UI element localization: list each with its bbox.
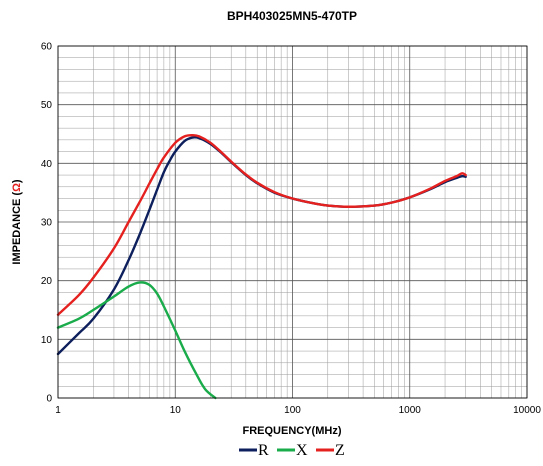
series-line-x — [56, 281, 217, 400]
y-tick-label: 30 — [41, 218, 53, 229]
x-tick-label: 10000 — [513, 405, 541, 416]
y-tick-label: 0 — [46, 394, 52, 405]
x-tick-labels: 1 10 100 1000 10000 — [55, 405, 541, 416]
legend-label-z: Z — [335, 442, 345, 459]
x-axis-label: FREQUENCY(MHz) — [243, 425, 342, 437]
y-tick-label: 40 — [41, 159, 53, 170]
series-layer — [56, 133, 467, 400]
y-tick-label: 20 — [41, 276, 53, 287]
chart-title: BPH403025MN5-470TP — [227, 9, 357, 23]
legend-label-x: X — [296, 442, 308, 459]
y-axis-label-unit: Ω — [11, 183, 23, 192]
y-tick-label: 50 — [41, 100, 53, 111]
y-tick-label: 10 — [41, 335, 53, 346]
x-tick-label: 1000 — [399, 405, 422, 416]
y-axis-label-end: ) — [11, 179, 23, 183]
x-tick-label: 1 — [55, 405, 61, 416]
x-tick-label: 10 — [170, 405, 182, 416]
y-axis-label: IMPEDANCE (Ω) — [11, 179, 23, 265]
series-line-z — [56, 133, 467, 316]
x-tick-label: 100 — [284, 405, 301, 416]
y-tick-label: 60 — [41, 42, 53, 53]
legend-label-r: R — [258, 442, 269, 459]
y-axis-label-main: IMPEDANCE ( — [11, 192, 23, 265]
y-tick-labels: 0 10 20 30 40 50 60 — [41, 42, 53, 405]
plot-frame — [57, 45, 528, 399]
